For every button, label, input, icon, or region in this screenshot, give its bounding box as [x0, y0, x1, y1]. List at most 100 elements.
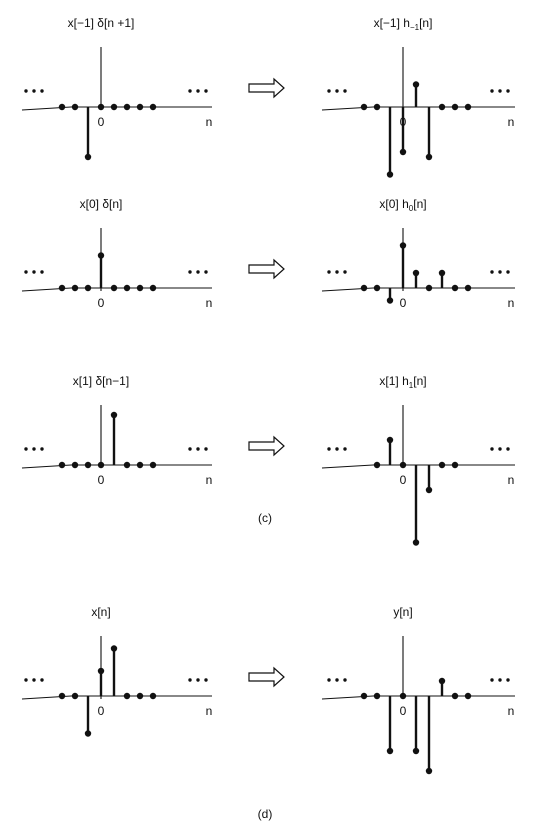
sample-dot	[110, 411, 118, 419]
signal-label: x[n]	[91, 605, 110, 619]
ellipsis-right	[490, 89, 510, 93]
sample-dot	[386, 297, 394, 304]
sample-dot	[412, 81, 420, 88]
sample-dot	[451, 103, 459, 111]
sample-dot	[136, 461, 144, 469]
sample-dot	[373, 284, 381, 292]
ellipsis-right	[188, 270, 208, 274]
horizontal-axis	[321, 695, 515, 700]
zero-tick-label: 0	[98, 704, 105, 718]
signal-label: x[1] h1[n]	[379, 374, 426, 390]
implies-arrow-icon	[248, 77, 285, 99]
sample-dot	[399, 461, 407, 469]
stem-plot-right-row-2: x[0] h0[n] 0 n	[321, 197, 515, 310]
sample-dot	[149, 103, 157, 111]
sample-dot	[136, 692, 144, 700]
ellipsis-right	[490, 270, 510, 274]
sample-dot	[84, 461, 92, 469]
zero-tick-label: 0	[98, 473, 105, 487]
n-axis-label: n	[206, 115, 213, 129]
sample-dot	[464, 103, 472, 111]
sample-dot	[412, 747, 420, 755]
horizontal-axis	[21, 464, 212, 469]
ellipsis-left	[327, 270, 347, 274]
sample-dot	[58, 461, 66, 469]
sample-dot	[136, 284, 144, 292]
sample-dot	[71, 284, 79, 292]
ellipsis-right	[490, 678, 510, 682]
ellipsis-left	[24, 678, 44, 682]
horizontal-axis	[21, 287, 212, 292]
implies-arrow-icon	[248, 666, 285, 688]
sample-dot	[123, 103, 131, 111]
zero-tick-label: 0	[400, 296, 407, 310]
sample-dot	[110, 645, 118, 652]
ellipsis-left	[327, 447, 347, 451]
sample-dot	[425, 767, 433, 775]
sample-dot	[438, 103, 446, 111]
zero-tick-label: 0	[400, 473, 407, 487]
sample-dot	[149, 284, 157, 292]
sample-dot	[373, 461, 381, 469]
sample-dot	[97, 252, 105, 259]
sample-dot	[123, 692, 131, 700]
stem-plot-right-row-1: x[−1] h−1[n]0n	[321, 16, 515, 178]
signal-label: x[−1] h−1[n]	[374, 16, 433, 32]
n-axis-label: n	[508, 296, 515, 310]
sample-dot	[399, 692, 407, 700]
stem-plot-right-row-3: x[1] h1[n] 0 n	[321, 374, 515, 546]
sample-dot	[386, 747, 394, 755]
stem-plot-left-row-3: x[1] δ[n−1] 0 n	[21, 374, 213, 487]
n-axis-label: n	[508, 115, 515, 129]
stem-plot-left-row-1: x[−1] δ[n +1] 0 n	[21, 16, 213, 161]
sample-dot	[149, 692, 157, 700]
signal-label: x[1] δ[n−1]	[73, 374, 129, 388]
sample-dot	[58, 284, 66, 292]
n-axis-label: n	[206, 296, 213, 310]
sample-dot	[438, 461, 446, 469]
caption-c: (c)	[258, 511, 272, 525]
sample-dot	[425, 153, 433, 161]
sample-dot	[360, 103, 368, 111]
ellipsis-right	[188, 678, 208, 682]
sample-dot	[71, 461, 79, 469]
sample-dot	[451, 461, 459, 469]
sample-dot	[58, 103, 66, 111]
sample-dot	[451, 284, 459, 292]
sample-dot	[451, 692, 459, 700]
zero-tick-label: 0	[98, 296, 105, 310]
sample-dot	[412, 539, 420, 546]
n-axis-label: n	[206, 704, 213, 718]
sample-dot	[71, 692, 79, 700]
ellipsis-left	[24, 270, 44, 274]
sample-dot	[84, 284, 92, 292]
signal-label: y[n]	[393, 605, 412, 619]
signal-label: x[0] δ[n]	[80, 197, 123, 211]
horizontal-axis	[21, 106, 212, 111]
sample-dot	[123, 461, 131, 469]
stem-plot-left-row-4: x[n] 0 n	[21, 605, 213, 737]
horizontal-axis	[21, 695, 212, 700]
sample-dot	[71, 103, 79, 111]
n-axis-label: n	[206, 473, 213, 487]
sample-dot	[464, 284, 472, 292]
sample-dot	[425, 486, 433, 494]
zero-tick-label: 0	[98, 115, 105, 129]
implies-arrow-icon	[248, 258, 285, 280]
sample-dot	[97, 461, 105, 469]
stem-plot-left-row-2: x[0] δ[n] 0 n	[21, 197, 213, 310]
sample-dot	[438, 269, 446, 277]
sample-dot	[360, 284, 368, 292]
sample-dot	[399, 148, 407, 156]
ellipsis-left	[24, 447, 44, 451]
sample-dot	[110, 284, 118, 292]
implies-arrow-icon	[248, 435, 285, 457]
stem-plot-right-row-4: y[n] 0 n	[321, 605, 515, 775]
ellipsis-left	[24, 89, 44, 93]
horizontal-axis	[321, 287, 515, 292]
ellipsis-left	[327, 89, 347, 93]
sample-dot	[58, 692, 66, 700]
ellipsis-right	[188, 89, 208, 93]
ellipsis-right	[188, 447, 208, 451]
horizontal-axis	[321, 106, 515, 111]
